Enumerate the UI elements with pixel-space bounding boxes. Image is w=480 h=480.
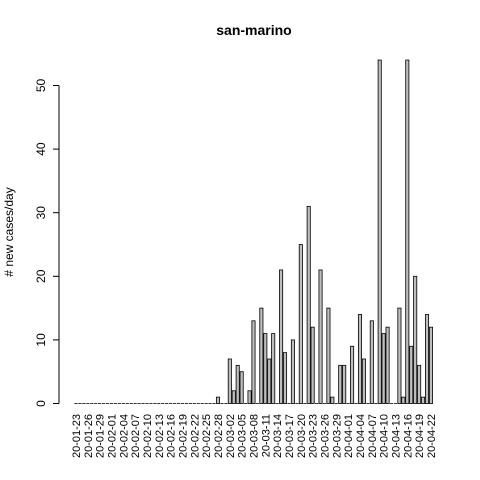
x-tick-label: 20-02-04 [118, 414, 130, 458]
x-tick-label: 20-03-05 [237, 414, 249, 458]
x-tick-label: 20-03-23 [308, 414, 320, 458]
bar [413, 275, 418, 404]
x-tick-label: 20-03-08 [248, 414, 260, 458]
x-tick-label: 20-01-23 [71, 414, 83, 458]
bar [369, 320, 374, 404]
y-axis: 0 10 20 30 40 50 [34, 79, 60, 407]
y-tick-label: 10 [34, 333, 48, 347]
bar [283, 352, 288, 404]
x-tick-label: 20-03-11 [260, 414, 272, 457]
y-tick-label: 40 [34, 142, 48, 156]
x-tick-label: 20-04-22 [426, 414, 438, 458]
bar [271, 333, 276, 404]
bar [318, 269, 323, 404]
chart-title: san-marino [216, 22, 291, 38]
bar [267, 358, 272, 404]
x-tick-label: 20-04-19 [414, 414, 426, 458]
x-axis-tick-labels: 20-01-23 20-01-26 20-01-29 20-02-01 20-02-04… [71, 414, 438, 458]
bars-group [74, 59, 433, 404]
bar [310, 326, 315, 404]
bar [385, 326, 390, 404]
bar [247, 390, 252, 404]
x-tick-label: 20-02-25 [201, 414, 213, 458]
x-tick-label: 20-02-16 [166, 414, 178, 458]
x-tick-label: 20-04-13 [390, 414, 402, 458]
bar [263, 333, 268, 404]
x-tick-label: 20-01-26 [83, 414, 95, 458]
x-tick-label: 20-03-20 [296, 414, 308, 458]
bar [259, 307, 264, 404]
bar [381, 333, 386, 404]
x-tick-label: 20-03-26 [319, 414, 331, 458]
bar [342, 364, 347, 404]
bar [215, 396, 220, 404]
bar [227, 358, 232, 404]
x-tick-label: 20-02-28 [213, 414, 225, 458]
x-tick-label: 20-03-14 [272, 414, 284, 458]
bar [239, 371, 244, 404]
bar [290, 339, 295, 404]
bar [361, 358, 366, 404]
x-tick-label: 20-01-29 [95, 414, 107, 458]
x-tick-label: 20-02-13 [154, 414, 166, 458]
bar [421, 396, 426, 404]
bar [298, 244, 303, 404]
bar [417, 364, 422, 404]
bar [235, 364, 240, 404]
y-tick-label: 20 [34, 269, 48, 283]
bar [279, 269, 284, 404]
bar [397, 307, 402, 404]
x-tick-label: 20-03-29 [331, 414, 343, 458]
bar [377, 59, 382, 404]
bar [409, 345, 414, 404]
y-tick-label: 50 [34, 79, 48, 93]
y-tick-label: 30 [34, 206, 48, 220]
bar [338, 364, 343, 404]
x-tick-label: 20-02-22 [189, 414, 201, 458]
x-tick-label: 20-04-04 [355, 414, 367, 458]
bar [357, 314, 362, 404]
x-tick-label: 20-03-17 [284, 414, 296, 458]
x-tick-label: 20-04-07 [367, 414, 379, 458]
bar [428, 326, 433, 404]
bar [350, 345, 355, 404]
x-tick-label: 20-02-07 [130, 414, 142, 458]
x-tick-label: 20-02-10 [142, 414, 154, 458]
y-axis-label: # new cases/day [2, 187, 16, 276]
bar [326, 307, 331, 404]
x-tick-label: 20-04-10 [379, 414, 391, 458]
x-tick-label: 20-02-01 [107, 414, 119, 458]
y-tick-label: 0 [34, 400, 48, 407]
bar [425, 314, 430, 404]
x-tick-label: 20-04-01 [343, 414, 355, 458]
x-tick-label: 20-03-02 [225, 414, 237, 458]
x-tick-label: 20-02-19 [177, 414, 189, 458]
bar [231, 390, 236, 404]
x-tick-label: 20-04-16 [402, 414, 414, 458]
bar [330, 396, 335, 404]
bar [401, 396, 406, 404]
bar [405, 59, 410, 404]
bar [306, 205, 311, 404]
bar [251, 320, 256, 404]
